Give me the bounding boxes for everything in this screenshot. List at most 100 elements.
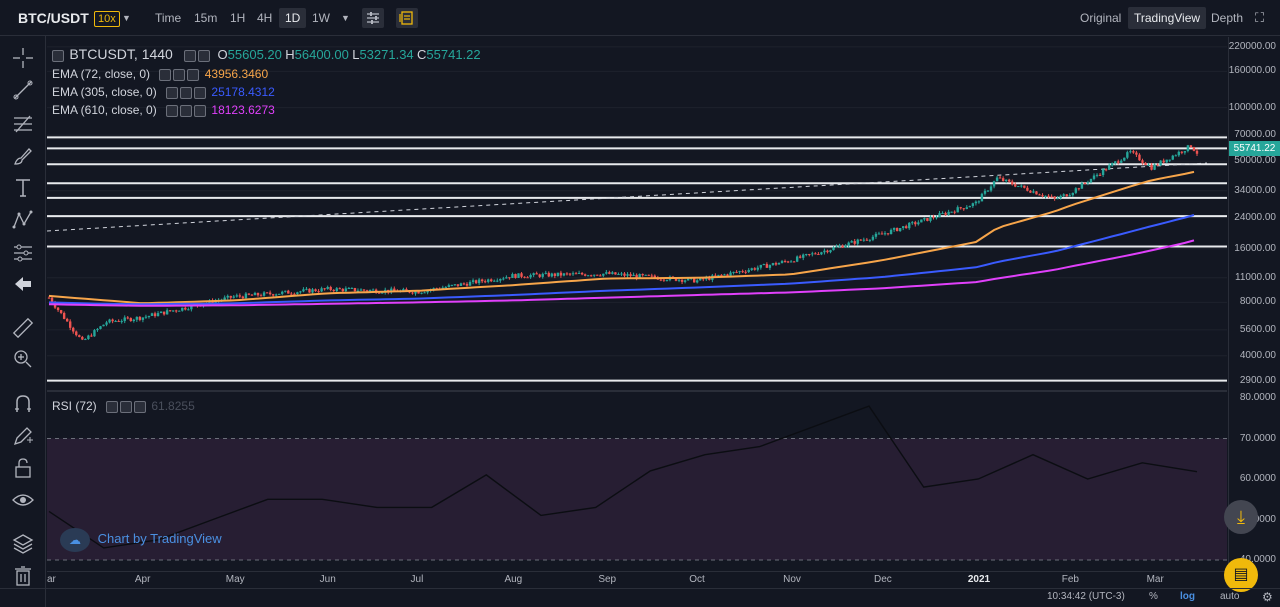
log-toggle[interactable]: log [1180,591,1195,602]
ruler-icon[interactable] [11,316,35,340]
candle [926,218,929,222]
candle [1038,193,1041,196]
chart-style-icon[interactable] [396,8,418,28]
legend-settings-icon[interactable] [184,48,212,62]
candle-body [474,280,478,284]
candle [62,311,66,320]
candle [920,219,923,223]
percent-toggle[interactable]: % [1149,591,1158,602]
candle-body [1017,186,1020,188]
trash-icon[interactable] [11,564,35,588]
candle [1071,192,1075,198]
candle [447,283,451,288]
candle [274,293,278,297]
price-tick-label: 50000.00 [1234,155,1276,167]
symbol-label[interactable]: BTC/USDT [18,10,89,26]
lock-icon[interactable] [11,456,35,480]
auto-toggle[interactable]: auto [1220,591,1240,602]
interval-time[interactable]: Time [155,11,182,25]
candle [1083,182,1087,185]
zoom-in-icon[interactable] [11,347,35,371]
time-tick-label: Dec [873,574,892,585]
candle [950,211,953,213]
candle-body [774,263,778,265]
interval-1w[interactable]: 1W [312,11,330,25]
text-tool-icon[interactable] [11,176,35,200]
candle [353,287,357,292]
candle-body [980,193,984,202]
candle-body [1144,162,1147,165]
more-intervals-chevron-icon[interactable]: ▼ [341,13,350,23]
interval-4h[interactable]: 4H [257,11,273,25]
candle-body [102,324,105,327]
candle-body [329,286,332,290]
interval-1h[interactable]: 1H [230,11,246,25]
candle-body [1180,151,1184,153]
fullscreen-icon[interactable]: ⛶ [1255,10,1265,25]
draw-mode-icon[interactable] [11,424,35,448]
candle-body [586,275,590,277]
ema-610-controls-icon[interactable] [166,103,208,117]
candle-body [293,293,296,295]
gear-icon[interactable]: ⚙ [1262,590,1273,604]
collapse-legend-icon[interactable] [52,49,64,62]
indicator-settings-icon[interactable] [362,8,384,28]
tradingview-watermark[interactable]: ☁ Chart by TradingView [60,528,222,552]
candle [262,291,266,297]
candle [986,190,990,193]
candle [159,311,163,314]
chevron-down-icon[interactable]: ▼ [122,13,131,23]
candle [359,288,363,291]
clock-timezone[interactable]: 10:34:42 (UTC-3) [1047,591,1125,602]
candle-body [956,207,959,213]
candle [1144,162,1147,166]
candle-body [365,290,369,292]
rsi-controls-icon[interactable] [106,399,148,413]
candle-body [235,295,238,297]
pattern-tool-icon[interactable] [11,208,35,232]
candle-body [187,309,190,311]
candle-body [256,292,260,296]
eye-icon[interactable] [11,488,35,512]
ema-72-controls-icon[interactable] [159,67,201,81]
time-axis[interactable]: ar Apr May Jun Jul Aug Sep Oct Nov Dec 2021 Feb Mar [47,571,1228,588]
layers-icon[interactable] [11,532,35,556]
download-icon[interactable]: ⤓ [1224,500,1258,534]
candle-body [462,283,466,285]
trend-line-drawing[interactable] [47,162,1208,232]
candle-body [683,280,687,282]
view-original[interactable]: Original [1080,11,1122,25]
interval-1d[interactable]: 1D [279,8,307,28]
candle-body [229,295,232,298]
magnet-icon[interactable] [11,392,35,416]
candle [1059,194,1062,200]
candle-body [889,229,893,235]
candle-body [99,326,102,329]
chat-icon[interactable]: ▤ [1224,558,1258,592]
candle-body [650,275,653,277]
fib-tool-icon[interactable] [11,112,35,136]
candle [78,334,81,338]
candle [826,249,829,254]
view-tradingview[interactable]: TradingView [1128,7,1207,29]
view-depth[interactable]: Depth [1211,11,1244,25]
candle-body [496,280,499,282]
price-chart[interactable] [47,37,1227,571]
candle-body [87,335,90,340]
leverage-badge[interactable]: 10x [94,11,120,27]
candle [493,279,496,282]
candle-body [1162,160,1165,163]
candle-body [69,321,72,328]
candle [302,287,305,293]
ema-305-controls-icon[interactable] [166,85,208,99]
trend-line-icon[interactable] [11,78,35,102]
candle-body [1114,161,1117,164]
price-axis[interactable]: 220000.00 160000.00 100000.00 70000.00 50000… [1228,37,1280,571]
interval-15m[interactable]: 15m [194,11,218,25]
back-arrow-icon[interactable] [11,272,35,296]
candle [644,274,647,276]
candle-body [326,286,329,289]
prediction-tool-icon[interactable] [11,241,35,265]
brush-icon[interactable] [11,144,35,168]
crosshair-icon[interactable] [11,46,35,70]
